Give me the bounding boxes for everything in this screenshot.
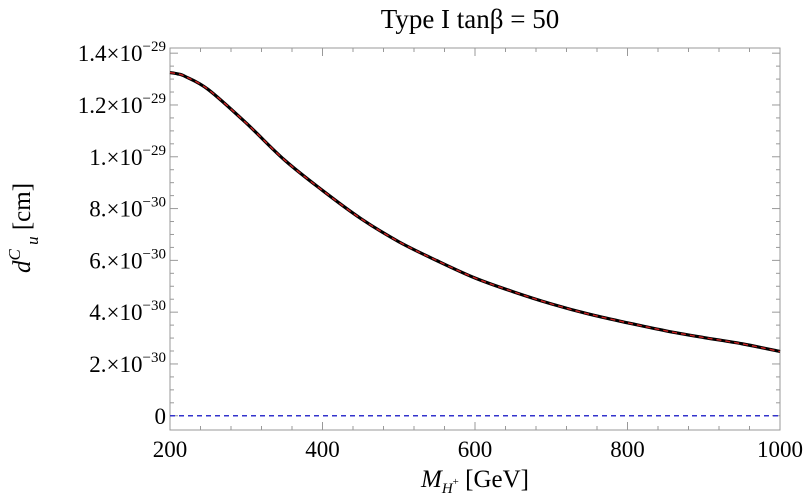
y-tick-label: 2.×10−30 [89,350,166,377]
chart-title: Type I tanβ = 50 [381,4,560,34]
x-tick-label: 600 [458,437,493,462]
plot-frame [169,47,781,431]
x-tick-label: 800 [610,437,645,462]
x-tick-label: 400 [305,437,340,462]
x-axis: 200 400 600 800 1000 [153,48,803,462]
x-tick-label: 1000 [757,437,803,462]
y-tick-label: 1.4×10−29 [78,39,166,66]
y-tick-label: 6.×10−30 [89,246,166,273]
y-tick-label: 1.×10−29 [89,143,166,170]
y-tick-label: 1.2×10−29 [78,91,166,118]
y-tick-label: 0 [155,404,167,429]
y-axis: 0 2.×10−30 4.×10−30 6.×10−30 8.×10−30 1.×10−2… [78,39,780,429]
series-line-red-dashed [169,71,781,353]
y-tick-label: 4.×10−30 [89,298,166,325]
x-axis-label: MH+ [GeV] [420,466,529,497]
series-line-solid [169,71,781,354]
x-tick-label: 200 [153,437,188,462]
y-tick-label: 8.×10−30 [89,195,166,222]
y-axis-label: dC u [cm] [5,183,42,273]
series-group [169,71,781,417]
